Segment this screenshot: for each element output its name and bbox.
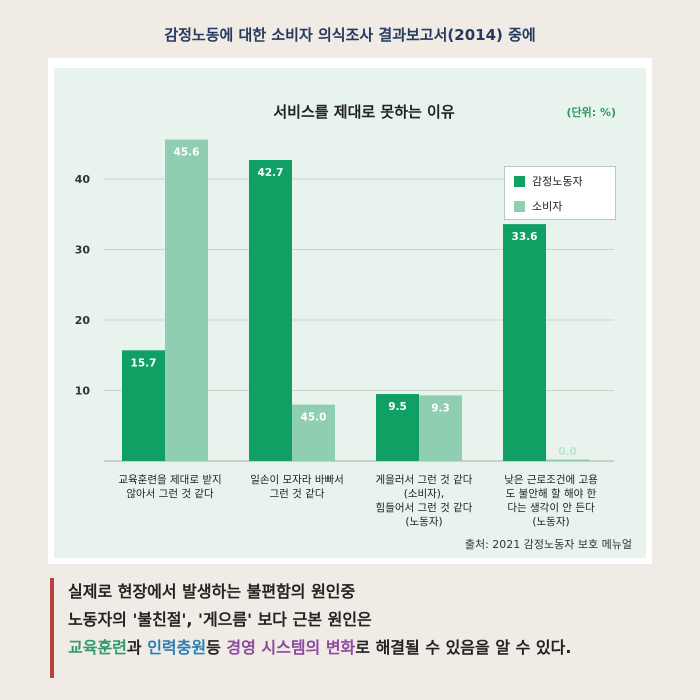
highlight-staffing: 인력충원 xyxy=(147,638,207,657)
page-title: 감정노동에 대한 소비자 의식조사 결과보고서(2014) 중에 xyxy=(164,26,536,44)
bar xyxy=(122,350,165,461)
bar xyxy=(292,404,335,461)
legend-swatch-worker xyxy=(514,175,525,187)
legend-label-consumer: 소비자 xyxy=(532,200,563,213)
y-tick-label: 20 xyxy=(75,314,91,327)
source-note: 출처: 2021 감정노동자 보호 메뉴얼 xyxy=(464,538,632,551)
category-label: 게을러서 그런 것 같다 (소비자), 힘들어서 그런 것 같다 (노동자) xyxy=(375,474,473,528)
bar-value-label: 45.6 xyxy=(174,147,200,159)
summary-text-part: 로 해결될 수 있음을 알 수 있다. xyxy=(355,638,572,657)
unit-label: (단위: %) xyxy=(566,106,616,119)
category-label: 낮은 근로조건에 고용 도 불안해 할 해야 한 다는 생각이 안 든다 (노동… xyxy=(504,474,598,528)
bar xyxy=(419,395,462,461)
bar xyxy=(376,394,419,461)
bar-chart: 10 20 30 40 15.7 45.6 42.7 45.0 9.5 9.3 33.6 0.0 xyxy=(75,139,614,462)
chart-legend: 감정노동자 소비자 xyxy=(504,166,616,220)
summary-text-part: 과 xyxy=(126,638,148,657)
legend-item-consumer: 소비자 xyxy=(505,195,615,217)
legend-item-worker: 감정노동자 xyxy=(505,170,615,192)
bar-value-label: 9.5 xyxy=(388,401,407,413)
chart-panel: 10 20 30 40 15.7 45.6 42.7 45.0 9.5 9.3 33.6 0.0 서비… xyxy=(48,58,652,564)
y-tick-label: 30 xyxy=(75,244,91,257)
bar-value-label: 33.6 xyxy=(512,231,538,243)
bar-value-label: 0.0 xyxy=(558,446,577,458)
bar-value-label: 45.0 xyxy=(301,412,327,424)
bar xyxy=(165,139,208,461)
legend-label-worker: 감정노동자 xyxy=(532,175,583,188)
bar xyxy=(546,459,589,461)
chart-title: 서비스를 제대로 못하는 이유 xyxy=(273,103,455,121)
highlight-management: 경영 시스템의 변화 xyxy=(226,638,356,657)
bar xyxy=(503,224,546,461)
category-label: 교육훈련을 제대로 받지 않아서 그런 것 같다 xyxy=(118,474,222,500)
summary-text: 실제로 현장에서 발생하는 불편함의 원인중 노동자의 '불친절', '게으름'… xyxy=(50,578,678,678)
bar-value-label: 42.7 xyxy=(258,167,284,179)
summary-line-2: 노동자의 '불친절', '게으름' 보다 근본 원인은 xyxy=(68,610,372,629)
summary-line-3: 교육훈련과 인력충원등 경영 시스템의 변화로 해결될 수 있음을 알 수 있다… xyxy=(68,634,678,662)
bar-value-label: 15.7 xyxy=(131,357,157,369)
bar xyxy=(249,159,292,461)
highlight-training: 교육훈련 xyxy=(68,638,127,657)
summary-text-part: 등 xyxy=(206,638,227,657)
y-tick-label: 10 xyxy=(75,385,91,398)
bar-value-label: 9.3 xyxy=(431,402,450,414)
y-tick-label: 40 xyxy=(75,173,91,186)
summary-line-1: 실제로 현장에서 발생하는 불편함의 원인중 xyxy=(68,582,356,601)
legend-swatch-consumer xyxy=(514,200,525,212)
chart-area: 10 20 30 40 15.7 45.6 42.7 45.0 9.5 9.3 33.6 0.0 서비… xyxy=(54,68,646,558)
category-label: 일손이 모자라 바빠서 그런 것 같다 xyxy=(250,474,344,500)
